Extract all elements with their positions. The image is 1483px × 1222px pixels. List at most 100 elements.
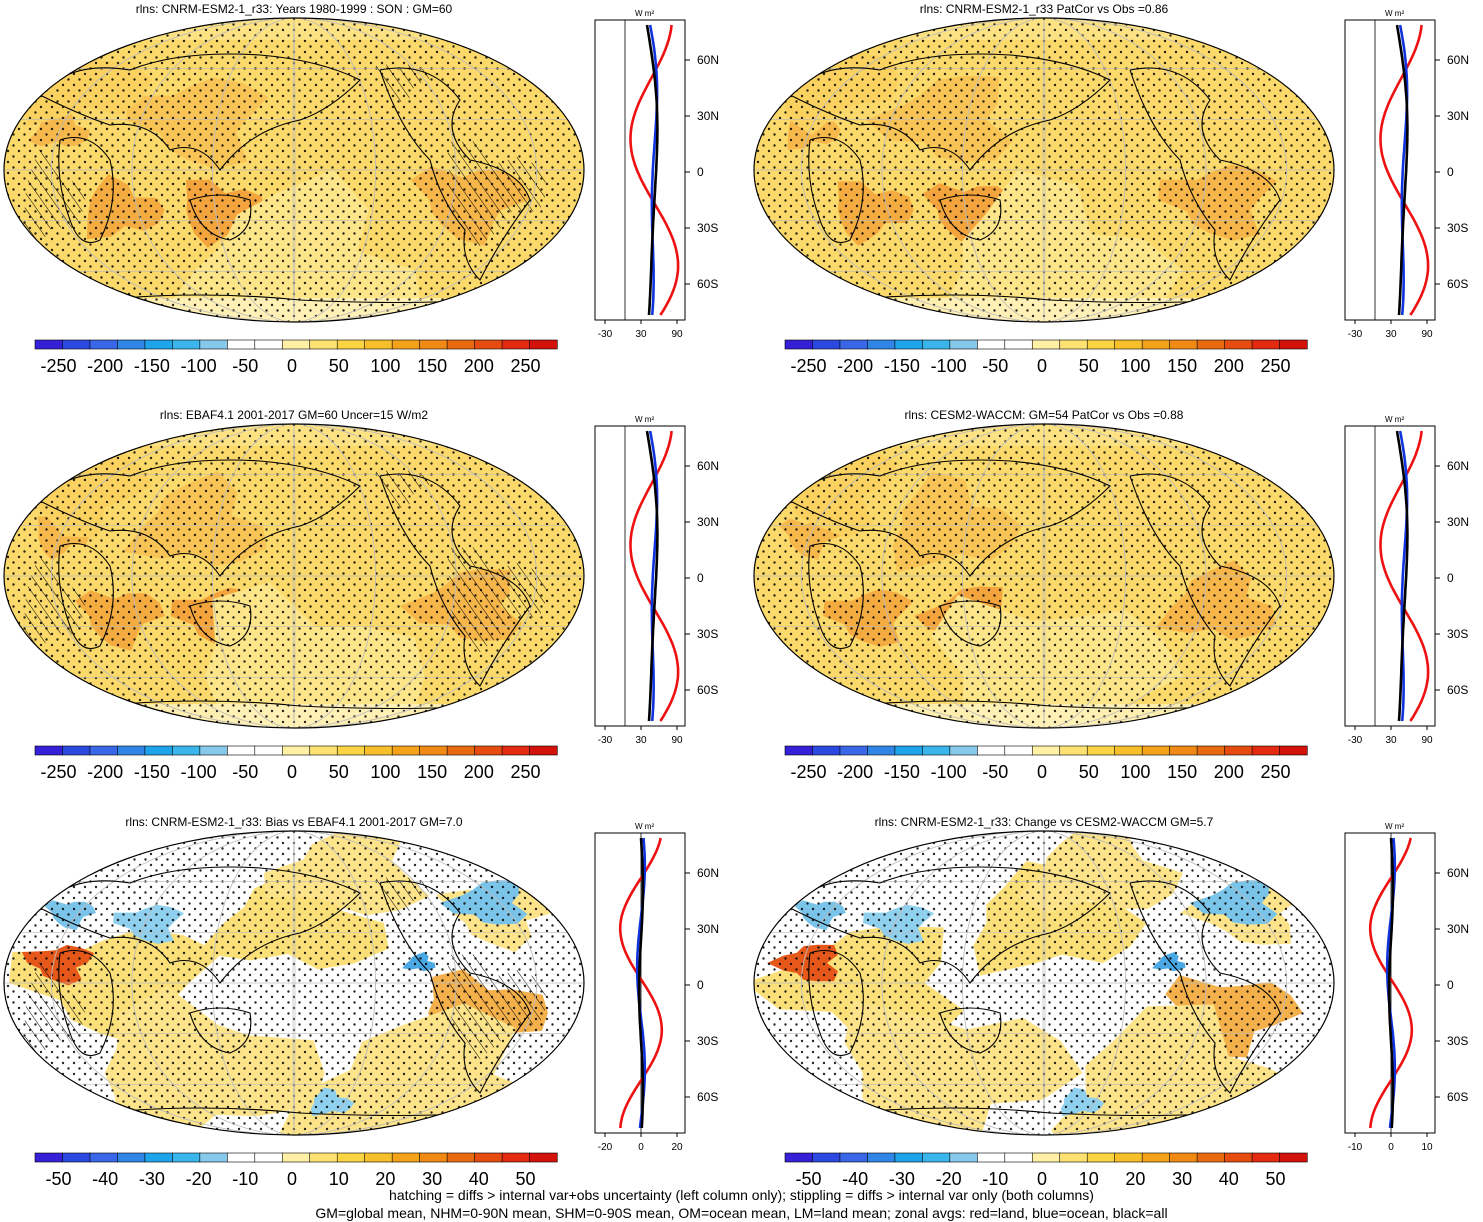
colorbar-swatch	[227, 745, 256, 756]
profile-lat-label: 60N	[1447, 53, 1469, 67]
profile-lat-label: 30N	[1447, 109, 1469, 123]
colorbar-swatch	[117, 339, 146, 350]
colorbar-label: -200	[87, 762, 123, 782]
colorbar-label: -100	[181, 762, 217, 782]
colorbar-swatch	[839, 339, 869, 350]
profile-lat-label: 60S	[1447, 683, 1468, 697]
zonal-profile: W m² 60N 30N 0 30S 60S -30 30 90	[594, 415, 719, 746]
profile-lat-label: 0	[697, 165, 704, 179]
colorbar-label: 100	[370, 762, 400, 782]
colorbar-label: -50	[982, 356, 1008, 376]
profile-unit: W m²	[1385, 415, 1404, 424]
colorbar-label: 100	[1120, 356, 1150, 376]
colorbar-swatch	[309, 339, 338, 350]
profile-lat-label: 30N	[697, 109, 719, 123]
colorbar-label: -200	[837, 356, 873, 376]
profile-lat-label: 30S	[697, 1034, 718, 1048]
colorbar-label: -250	[790, 762, 826, 782]
colorbar-swatch	[1141, 339, 1171, 350]
profile-x-label: -30	[1348, 329, 1363, 340]
panel-graphic: -250 -200 -150 -100 -50 0 50 100 150 200 250 W m² 60…	[3, 9, 719, 376]
colorbar-label: 250	[1261, 762, 1291, 782]
colorbar-swatch	[227, 1152, 256, 1163]
profile-lat-label: 60N	[1447, 866, 1469, 880]
zonal-profile: W m² 60N 30N 0 30S 60S -30 30 90	[1344, 9, 1469, 340]
colorbar-swatch	[1031, 1152, 1061, 1163]
map-field	[4, 18, 584, 322]
map-field	[4, 831, 584, 1135]
colorbar-label: 100	[1120, 762, 1150, 782]
panel-1: rlns: CNRM-ESM2-1_r33: Years 1980-1999 :…	[0, 0, 733, 390]
colorbar-swatch	[419, 339, 448, 350]
colorbar-label: -200	[837, 762, 873, 782]
colorbar-label: 50	[516, 1169, 536, 1189]
colorbar-swatch	[839, 1152, 869, 1163]
colorbar-label: -40	[842, 1169, 868, 1189]
profile-line-ocean	[1398, 24, 1409, 316]
colorbar-swatch	[254, 1152, 283, 1163]
colorbar-swatch	[1196, 339, 1226, 350]
colorbar-label: 200	[1214, 356, 1244, 376]
map-outline	[3, 423, 585, 729]
colorbar-label: -100	[181, 356, 217, 376]
map-title: rlns: CNRM-ESM2-1_r33: Change vs CESM2-W…	[874, 815, 1214, 829]
colorbar-label: 50	[1079, 762, 1099, 782]
colorbar-label: -150	[134, 356, 170, 376]
colorbar-label: 100	[370, 356, 400, 376]
colorbar-swatch	[1279, 1152, 1308, 1163]
colorbar-swatch	[364, 339, 393, 350]
colorbar-label: 250	[511, 762, 541, 782]
colorbar-swatch	[419, 1152, 448, 1163]
zonal-profile: W m² 60N 30N 0 30S 60S -30 30 90	[1344, 415, 1469, 746]
colorbar-swatch	[446, 1152, 476, 1163]
colorbar-swatch	[812, 745, 841, 756]
panel-5: rlns: CNRM-ESM2-1_r33: Bias vs EBAF4.1 2…	[0, 813, 733, 1203]
colorbar-swatch	[474, 745, 503, 756]
panel-2: rlns: CNRM-ESM2-1_r33 PatCor vs Obs =0.8…	[750, 0, 1483, 390]
colorbar-swatch	[89, 1152, 119, 1163]
profile-x-label: -30	[598, 329, 613, 340]
colorbar-label: -50	[232, 356, 258, 376]
profile-x-label: 20	[671, 1142, 683, 1153]
profile-x-label: 90	[1421, 329, 1433, 340]
colorbar-swatch	[867, 339, 896, 350]
colorbar-swatch	[1059, 745, 1088, 756]
colorbar-swatch	[784, 745, 814, 756]
profile-x-label: -20	[598, 1142, 613, 1153]
colorbar-swatch	[1031, 745, 1061, 756]
colorbar-swatch	[867, 1152, 896, 1163]
colorbar-swatch	[227, 339, 256, 350]
colorbar-swatch	[922, 339, 951, 350]
panel-graphic: -50 -40 -30 -20 -10 0 10 20 30 40 50 W m² 60N 30N 0 30S…	[3, 822, 719, 1189]
colorbar-swatch	[839, 745, 869, 756]
colorbar-label: 10	[329, 1169, 349, 1189]
colorbar-swatch	[62, 1152, 91, 1163]
colorbar-label: -250	[40, 762, 76, 782]
profile-lat-label: 30N	[1447, 922, 1469, 936]
profile-unit: W m²	[635, 822, 654, 831]
panel-graphic: -50 -40 -30 -20 -10 0 10 20 30 40 50 W m² 60N 30N 0 30S…	[753, 822, 1469, 1189]
colorbar-label: -50	[45, 1169, 71, 1189]
profile-x-label: 30	[1385, 329, 1397, 340]
colorbar-swatch	[1114, 745, 1143, 756]
colorbar-swatch	[922, 1152, 951, 1163]
colorbar-swatch	[336, 1152, 366, 1163]
colorbar-swatch	[1251, 1152, 1281, 1163]
colorbar-swatch	[89, 339, 119, 350]
colorbar-swatch	[949, 339, 978, 350]
colorbar-swatch	[1169, 1152, 1198, 1163]
profile-line-all	[645, 430, 659, 722]
profile-unit: W m²	[635, 9, 654, 18]
profile-lat-label: 60S	[697, 1090, 718, 1104]
colorbar-label: 30	[422, 1169, 442, 1189]
colorbar-swatch	[1004, 745, 1033, 756]
map-title: rlns: CNRM-ESM2-1_r33: Bias vs EBAF4.1 2…	[125, 815, 463, 829]
profile-lat-label: 0	[1447, 978, 1454, 992]
colorbar-label: -30	[139, 1169, 165, 1189]
profile-x-label: 90	[671, 329, 683, 340]
profile-line-all	[1387, 837, 1395, 1129]
panel-4: rlns: CESM2-WACCM: GM=54 PatCor vs Obs =…	[750, 406, 1483, 796]
colorbar-label: 0	[1037, 1169, 1047, 1189]
map-title: rlns: EBAF4.1 2001-2017 GM=60 Uncer=15 W…	[159, 408, 429, 422]
colorbar: -250 -200 -150 -100 -50 0 50 100 150 200 250	[784, 745, 1308, 782]
